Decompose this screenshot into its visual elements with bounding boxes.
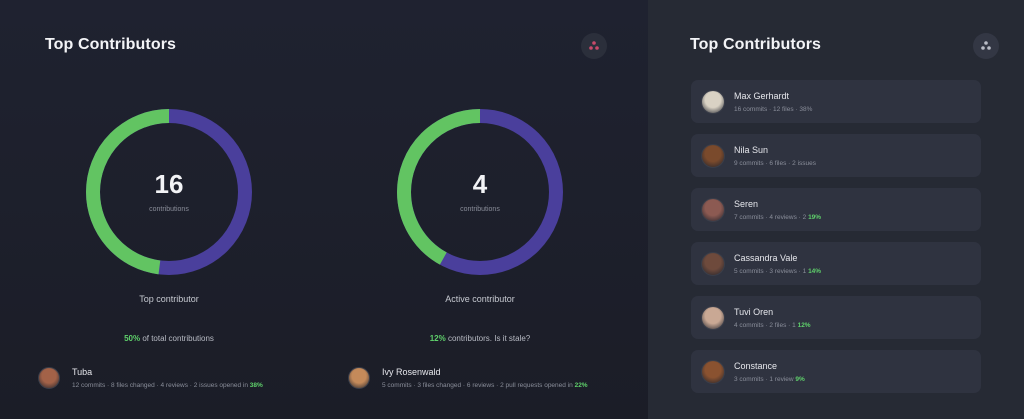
contributor-meta-highlight: 14% (808, 267, 822, 275)
contributor-meta-text: 7 commits · 4 reviews · 2 (734, 213, 807, 221)
contributor-row-ivy[interactable]: Ivy Rosenwald 5 commits · 3 files change… (348, 363, 588, 393)
contributor-name: Nila Sun (734, 144, 769, 155)
donut-card-active-contributor: 4 contributions Active contributor 12% c… (380, 105, 580, 343)
donut-card-top-contributor: 16 contributions Top contributor 50% of … (69, 105, 269, 343)
contributor-card[interactable]: Cassandra Vale 5 commits · 3 reviews · 1… (691, 242, 981, 285)
donut-value: 4 (472, 169, 488, 199)
contributor-meta-text: 3 commits · 1 review (734, 375, 794, 383)
left-panel-menu-button[interactable] (581, 33, 607, 59)
cluster-dots-icon (981, 41, 991, 50)
cluster-dots-icon (589, 41, 599, 50)
contributor-meta: 12 commits · 8 files changed · 4 reviews… (72, 382, 263, 389)
donut-ring (86, 109, 252, 275)
contributor-meta: 5 commits · 3 files changed · 6 reviews … (382, 382, 588, 389)
avatar (701, 251, 725, 276)
contributor-card[interactable]: Constance 3 commits · 1 review 9% (691, 350, 981, 393)
contributor-name: Tuba (72, 367, 93, 377)
contributor-meta: 16 commits · 12 files · 38% (734, 106, 812, 113)
contributor-meta-highlight: 19% (808, 213, 822, 221)
donut-segment-green (86, 109, 252, 275)
contributor-name: Ivy Rosenwald (382, 367, 441, 377)
left-panel-title: Top Contributors (45, 36, 177, 53)
avatar (701, 89, 725, 114)
right-panel-menu-button[interactable] (973, 33, 999, 59)
donut-footer-highlight: 12% (429, 334, 446, 343)
donut-label: Active contributor (445, 294, 515, 304)
contributor-card[interactable]: Nila Sun 9 commits · 6 files · 2 issues (691, 134, 981, 177)
contributor-meta-highlight: 38% (249, 382, 263, 389)
avatar (701, 197, 725, 222)
contributor-meta-text: 5 commits · 3 files changed · 6 reviews … (382, 382, 573, 389)
contributor-meta: 5 commits · 3 reviews · 1 14% (734, 268, 821, 275)
donut-subtitle: contributions (460, 206, 500, 213)
contributor-name: Max Gerhardt (734, 90, 790, 101)
donut-footer-text: of total contributions (142, 334, 214, 343)
contributor-name: Seren (734, 198, 759, 209)
contributor-card[interactable]: Max Gerhardt 16 commits · 12 files · 38% (691, 80, 981, 123)
avatar (701, 359, 725, 384)
contributor-card[interactable]: Seren 7 commits · 4 reviews · 2 19% (691, 188, 981, 231)
left-panel (0, 0, 648, 419)
contributor-card[interactable]: Tuvi Oren 4 commits · 2 files · 1 12% (691, 296, 981, 339)
donut-segment-green (397, 109, 563, 275)
right-panel-title: Top Contributors (690, 36, 822, 53)
avatar (38, 367, 60, 389)
contributor-meta-text: 16 commits · 12 files · 38% (734, 105, 813, 113)
avatar (701, 143, 725, 168)
contributor-meta-highlight: 9% (795, 375, 805, 383)
contributor-meta-highlight: 12% (797, 321, 811, 329)
contributor-meta: 4 commits · 2 files · 1 12% (734, 322, 811, 329)
donut-footer: 12% contributors. Is it stale? (380, 334, 580, 343)
donut-chart: 16 contributions (82, 105, 256, 279)
contributor-meta-text: 5 commits · 3 reviews · 1 (734, 267, 807, 275)
contributor-meta: 3 commits · 1 review 9% (734, 376, 805, 383)
donut-footer: 50% of total contributions (69, 334, 269, 343)
contributor-meta: 7 commits · 4 reviews · 2 19% (734, 214, 821, 221)
contributor-meta-text: 9 commits · 6 files · 2 issues (734, 159, 816, 167)
donut-footer-text: contributors. Is it stale? (447, 334, 531, 343)
contributor-name: Tuvi Oren (734, 306, 774, 317)
avatar (348, 367, 370, 389)
contributor-meta-highlight: 22% (574, 382, 588, 389)
contributor-meta-text: 4 commits · 2 files · 1 (734, 321, 796, 329)
contributor-meta-text: 12 commits · 8 files changed · 4 reviews… (72, 382, 248, 389)
donut-footer-highlight: 50% (124, 334, 141, 343)
contributor-meta: 9 commits · 6 files · 2 issues (734, 160, 816, 167)
contributor-name: Cassandra Vale (734, 252, 798, 263)
avatar (701, 305, 725, 330)
donut-ring (397, 109, 563, 275)
contributor-name: Constance (734, 360, 778, 371)
donut-label: Top contributor (139, 294, 199, 304)
contributor-row-tuba[interactable]: Tuba 12 commits · 8 files changed · 4 re… (38, 363, 263, 393)
donut-chart: 4 contributions (393, 105, 567, 279)
donut-subtitle: contributions (149, 206, 189, 213)
donut-value: 16 (154, 169, 184, 199)
